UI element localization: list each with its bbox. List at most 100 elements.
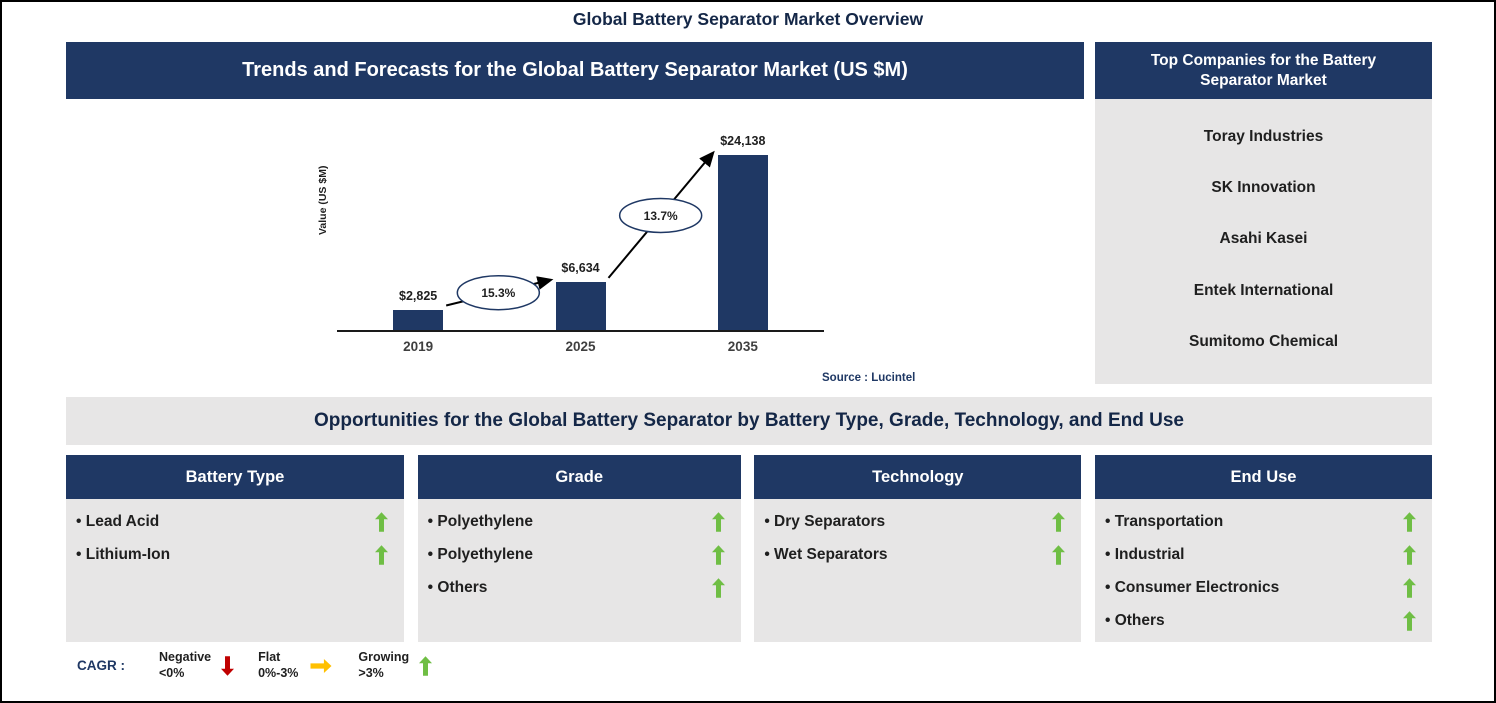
opportunity-item: • Polyethylene	[418, 505, 741, 538]
opportunity-item: • Transportation	[1095, 505, 1432, 538]
top-companies-header: Top Companies for the Battery Separator …	[1095, 42, 1432, 99]
bar-chart-plot: $2,825 2019 $6,634 2025 $24,138 2035 15.3% 13.7…	[337, 117, 824, 354]
item-label: • Consumer Electronics	[1104, 578, 1280, 596]
column-body: • Polyethylene • Polyethylene • Others	[417, 499, 741, 642]
opportunities-header: Opportunities for the Global Battery Sep…	[66, 397, 1432, 445]
arrow-shape	[1052, 544, 1066, 565]
opportunity-item: • Lithium-Ion	[66, 538, 404, 571]
growing-up-arrow-icon	[375, 544, 388, 565]
opportunity-item: • Wet Separators	[754, 538, 1081, 571]
companies-list: Toray Industries SK Innovation Asahi Kasei…	[1095, 99, 1432, 384]
item-label: • Wet Separators	[764, 545, 888, 563]
column-body: • Lead Acid • Lithium-Ion	[66, 499, 404, 642]
company-name: Toray Industries	[1203, 127, 1324, 145]
x-axis-tick-label: 2025	[565, 339, 596, 354]
column-header: Technology	[754, 455, 1082, 499]
column-body: • Transportation • Industrial • Consumer E…	[1094, 499, 1432, 642]
right-arrow-icon	[310, 658, 332, 673]
item-label: • Dry Separators	[764, 512, 886, 530]
cagr-legend: CAGR : Negative <0% Flat 0%-3% Growing >3%	[77, 650, 433, 681]
legend-entry-range: >3%	[358, 665, 384, 680]
legend-entry-text: Negative <0%	[159, 650, 211, 681]
page-title: Global Battery Separator Market Overview	[552, 2, 944, 32]
company-name: SK Innovation	[1211, 179, 1316, 197]
item-label: • Lead Acid	[76, 512, 160, 530]
legend-entry-range: <0%	[159, 665, 185, 680]
column-header: Grade	[417, 455, 741, 499]
opportunity-column-technology: Technology • Dry Separators • Wet Separato…	[754, 455, 1082, 642]
opportunity-item: • Industrial	[1095, 538, 1432, 571]
opportunity-item: • Lead Acid	[66, 505, 404, 538]
company-name: Sumitomo Chemical	[1189, 333, 1338, 351]
growing-up-arrow-icon	[1402, 577, 1416, 598]
arrow-shape	[1402, 610, 1416, 631]
growth-percentage-label: 13.7%	[644, 209, 678, 223]
opportunity-column-end-use: End Use • Transportation • Industrial • Con…	[1094, 455, 1432, 642]
column-header: Battery Type	[66, 455, 404, 499]
opportunity-item: • Others	[418, 571, 741, 604]
cagr-legend-label: CAGR :	[77, 658, 125, 674]
column-header: End Use	[1094, 455, 1432, 499]
chart-source-label: Source : Lucintel	[822, 372, 916, 384]
arrow-shape	[375, 511, 388, 532]
item-label: • Polyethylene	[427, 545, 534, 563]
legend-entry-text: Flat 0%-3%	[258, 650, 298, 681]
legend-entry-range: 0%-3%	[258, 665, 299, 680]
opportunity-item: • Others	[1095, 604, 1432, 637]
trends-panel: Trends and Forecasts for the Global Batt…	[66, 42, 1084, 394]
opportunity-item: • Consumer Electronics	[1095, 571, 1432, 604]
item-label: • Others	[1104, 611, 1165, 629]
item-label: • Lithium-Ion	[76, 545, 171, 563]
opportunity-column-battery-type: Battery Type • Lead Acid • Lithium-Ion	[66, 455, 404, 642]
x-axis-tick-label: 2035	[727, 339, 758, 354]
legend-entry-name: Negative	[159, 650, 212, 664]
bar-value-label: $2,825	[399, 288, 438, 303]
y-axis-label: Value (US $M)	[317, 165, 329, 235]
arrow-shape	[1052, 511, 1066, 532]
item-label: • Industrial	[1104, 545, 1185, 563]
legend-entry-flat: Flat 0%-3%	[258, 650, 334, 681]
opportunity-item: • Polyethylene	[418, 538, 741, 571]
company-name: Asahi Kasei	[1219, 230, 1308, 248]
item-label: • Polyethylene	[427, 512, 534, 530]
arrow-shape	[1402, 544, 1416, 565]
down-arrow-icon	[221, 655, 235, 676]
arrow-shape	[221, 655, 235, 676]
growth-arrow	[607, 150, 715, 279]
chart-bar	[717, 155, 768, 330]
arrow-shape	[419, 655, 433, 676]
legend-entry-name: Flat	[258, 650, 281, 664]
item-label: • Others	[427, 578, 488, 596]
growing-up-arrow-icon	[1052, 544, 1066, 565]
growing-up-arrow-icon	[711, 577, 725, 598]
arrow-shape	[375, 544, 388, 565]
legend-entry-negative: Negative <0%	[159, 650, 235, 681]
arrow-shape	[310, 658, 332, 673]
opportunity-column-grade: Grade • Polyethylene • Polyethylene • Other…	[417, 455, 741, 642]
arrow-shape	[711, 577, 725, 598]
arrow-shape	[711, 511, 725, 532]
growing-up-arrow-icon	[1402, 544, 1416, 565]
growing-up-arrow-icon	[1052, 511, 1066, 532]
growing-up-arrow-icon	[1402, 610, 1416, 631]
growing-up-arrow-icon	[711, 544, 725, 565]
legend-entry-growing: Growing >3%	[358, 650, 433, 681]
company-name: Entek International	[1193, 281, 1334, 299]
legend-entry-name: Growing	[358, 650, 410, 664]
up-arrow-icon	[419, 655, 433, 676]
x-axis-tick-label: 2019	[403, 339, 434, 354]
opportunity-columns: Battery Type • Lead Acid • Lithium-Ion Grad…	[66, 455, 1432, 642]
opportunity-item: • Dry Separators	[754, 505, 1081, 538]
chart-bar	[555, 281, 606, 330]
bar-value-label: $6,634	[561, 260, 600, 275]
chart-bar	[393, 309, 444, 330]
growing-up-arrow-icon	[1402, 511, 1416, 532]
legend-entry-text: Growing >3%	[358, 650, 409, 681]
arrow-shape	[1402, 577, 1416, 598]
top-companies-panel: Top Companies for the Battery Separator …	[1095, 42, 1432, 384]
cagr-legend-entries: Negative <0% Flat 0%-3% Growing >3%	[159, 650, 433, 681]
arrow-shape	[711, 544, 725, 565]
growing-up-arrow-icon	[711, 511, 725, 532]
arrow-shape	[1402, 511, 1416, 532]
